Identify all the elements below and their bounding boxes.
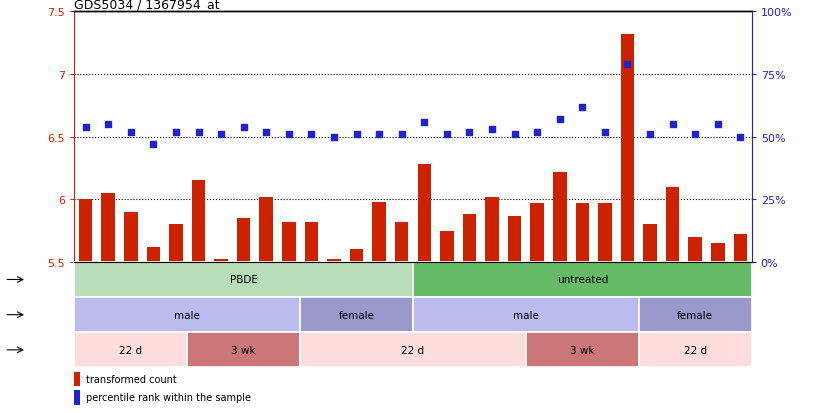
Bar: [124, 212, 138, 262]
Point: [147, 142, 160, 148]
Bar: [508, 216, 521, 262]
Bar: [576, 204, 589, 262]
Bar: [146, 247, 160, 262]
Bar: [102, 194, 115, 262]
Point: [440, 131, 453, 138]
Text: 3 wk: 3 wk: [570, 345, 595, 355]
Point: [689, 131, 702, 138]
Bar: [300, 297, 413, 332]
Point: [598, 129, 611, 135]
Point: [530, 129, 544, 135]
Point: [666, 121, 679, 128]
Bar: [711, 244, 724, 262]
Bar: [643, 225, 657, 262]
Bar: [74, 262, 413, 297]
Point: [733, 134, 747, 140]
Bar: [282, 222, 296, 262]
Point: [486, 126, 499, 133]
Point: [327, 134, 340, 140]
Bar: [553, 172, 567, 262]
Bar: [463, 215, 477, 262]
Bar: [620, 35, 634, 262]
Point: [463, 129, 476, 135]
Bar: [598, 204, 612, 262]
Text: female: female: [677, 310, 713, 320]
Text: male: male: [174, 310, 200, 320]
Bar: [638, 332, 752, 368]
Point: [621, 62, 634, 68]
Text: 22 d: 22 d: [684, 345, 707, 355]
Text: GDS5034 / 1367954_at: GDS5034 / 1367954_at: [74, 0, 220, 11]
Bar: [74, 332, 188, 368]
Bar: [327, 260, 341, 262]
Bar: [74, 390, 80, 405]
Point: [305, 131, 318, 138]
Point: [350, 131, 363, 138]
Text: 3 wk: 3 wk: [231, 345, 256, 355]
Bar: [485, 197, 499, 262]
Point: [643, 131, 657, 138]
Bar: [413, 262, 752, 297]
Text: 22 d: 22 d: [119, 345, 142, 355]
Bar: [526, 332, 638, 368]
Point: [576, 104, 589, 111]
Bar: [638, 297, 752, 332]
Bar: [440, 231, 453, 262]
Bar: [237, 218, 250, 262]
Bar: [74, 372, 80, 386]
Point: [508, 131, 521, 138]
Bar: [300, 332, 526, 368]
Text: untreated: untreated: [557, 275, 608, 285]
Point: [553, 116, 567, 123]
Point: [124, 129, 137, 135]
Point: [102, 121, 115, 128]
Bar: [373, 202, 386, 262]
Bar: [417, 165, 431, 262]
Point: [79, 124, 93, 131]
Bar: [688, 237, 702, 262]
Point: [418, 119, 431, 126]
Text: female: female: [339, 310, 374, 320]
Bar: [395, 222, 409, 262]
Bar: [214, 260, 228, 262]
Bar: [530, 204, 544, 262]
Text: 22 d: 22 d: [401, 345, 425, 355]
Bar: [666, 188, 680, 262]
Point: [259, 129, 273, 135]
Bar: [259, 197, 273, 262]
Text: PBDE: PBDE: [230, 275, 258, 285]
Bar: [349, 250, 363, 262]
Point: [237, 124, 250, 131]
Point: [192, 129, 205, 135]
Bar: [169, 225, 183, 262]
Point: [395, 131, 408, 138]
Text: male: male: [513, 310, 539, 320]
Point: [169, 129, 183, 135]
Bar: [74, 297, 300, 332]
Point: [215, 131, 228, 138]
Bar: [192, 181, 206, 262]
Text: percentile rank within the sample: percentile rank within the sample: [86, 392, 251, 402]
Bar: [78, 200, 93, 262]
Point: [373, 131, 386, 138]
Bar: [188, 332, 300, 368]
Point: [282, 131, 296, 138]
Text: transformed count: transformed count: [86, 374, 177, 384]
Point: [711, 121, 724, 128]
Bar: [733, 235, 748, 262]
Bar: [413, 297, 638, 332]
Bar: [305, 222, 318, 262]
